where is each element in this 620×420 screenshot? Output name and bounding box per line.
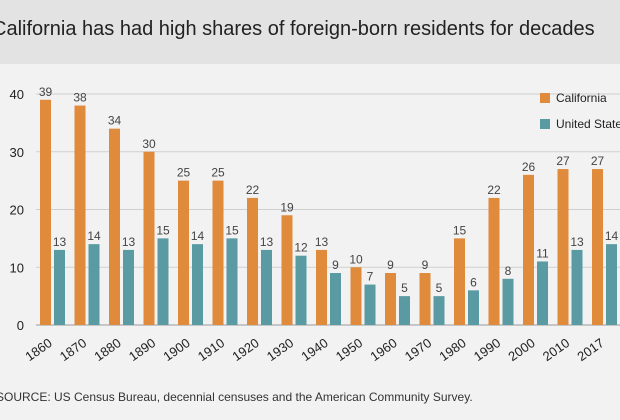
bar-united-states bbox=[399, 296, 410, 325]
bar-california bbox=[419, 273, 431, 325]
data-label: 12 bbox=[294, 241, 308, 255]
x-tick-label: 1950 bbox=[333, 335, 365, 364]
legend-label: United States bbox=[556, 117, 620, 131]
data-label: 11 bbox=[536, 246, 549, 260]
bar-california bbox=[109, 128, 120, 325]
bar-united-states bbox=[537, 261, 548, 325]
data-label: 15 bbox=[156, 223, 170, 237]
y-tick-label: 20 bbox=[10, 203, 24, 218]
data-label: 13 bbox=[122, 235, 136, 249]
bar-united-states bbox=[261, 249, 272, 325]
data-label: 25 bbox=[177, 166, 191, 180]
data-label: 25 bbox=[211, 166, 225, 180]
data-label: 9 bbox=[422, 258, 429, 272]
data-label: 15 bbox=[225, 223, 239, 237]
data-label: 22 bbox=[487, 183, 501, 197]
data-label: 13 bbox=[53, 235, 67, 249]
bar-united-states bbox=[88, 244, 100, 325]
data-label: 5 bbox=[401, 281, 408, 295]
legend-swatch bbox=[540, 119, 550, 129]
x-tick-label: 1860 bbox=[22, 335, 54, 364]
x-tick-label: 1890 bbox=[126, 335, 158, 364]
y-tick-label: 10 bbox=[10, 260, 24, 275]
data-label: 22 bbox=[246, 183, 260, 197]
x-tick-label: 1920 bbox=[229, 335, 261, 364]
bar-california bbox=[350, 267, 362, 325]
data-label: 26 bbox=[522, 160, 536, 174]
data-label: 15 bbox=[453, 223, 467, 237]
x-tick-label: 1900 bbox=[160, 335, 192, 364]
x-tick-label: 2010 bbox=[540, 335, 572, 364]
x-tick-label: 1880 bbox=[91, 335, 123, 364]
data-label: 9 bbox=[387, 258, 394, 272]
bar-united-states bbox=[123, 249, 134, 325]
bar-united-states bbox=[364, 284, 376, 325]
data-label: 14 bbox=[605, 229, 619, 243]
legend-label: California bbox=[556, 91, 607, 105]
data-label: 13 bbox=[260, 235, 274, 249]
bar-united-states bbox=[468, 290, 479, 325]
data-label: 5 bbox=[436, 281, 443, 295]
bar-united-states bbox=[295, 255, 307, 325]
x-tick-label: 2017 bbox=[574, 335, 606, 364]
source-note: SOURCE: US Census Bureau, decennial cens… bbox=[0, 390, 473, 404]
x-tick-label: 1960 bbox=[367, 335, 399, 364]
data-label: 13 bbox=[570, 235, 584, 249]
bar-california bbox=[40, 99, 51, 326]
data-label: 39 bbox=[39, 85, 53, 99]
legend-swatch bbox=[540, 93, 550, 103]
data-label: 6 bbox=[470, 275, 477, 289]
data-label: 7 bbox=[367, 270, 374, 284]
data-label: 30 bbox=[142, 137, 156, 151]
data-label: 9 bbox=[332, 258, 339, 272]
bar-california bbox=[316, 249, 327, 325]
data-label: 8 bbox=[505, 264, 512, 278]
y-tick-label: 0 bbox=[17, 318, 24, 333]
bar-united-states bbox=[226, 238, 238, 325]
x-tick-label: 2000 bbox=[505, 335, 537, 364]
bar-california bbox=[247, 197, 258, 325]
bar-chart: 0 10 20 30 40 39 13 1860 38 14 1870 34 13 1880 30 15 189… bbox=[10, 85, 620, 364]
chart-title: California has had high shares of foreig… bbox=[0, 18, 595, 40]
bar-california bbox=[454, 238, 465, 325]
bar-california bbox=[523, 174, 534, 325]
bar-united-states bbox=[54, 249, 65, 325]
data-label: 38 bbox=[73, 91, 87, 105]
bar-united-states bbox=[433, 296, 445, 325]
bar-california bbox=[488, 197, 500, 325]
bar-united-states bbox=[192, 244, 203, 325]
x-tick-label: 1910 bbox=[195, 335, 227, 364]
x-tick-label: 1870 bbox=[57, 335, 89, 364]
bar-united-states bbox=[606, 244, 617, 325]
bar-california bbox=[74, 105, 86, 325]
bar-united-states bbox=[157, 238, 169, 325]
x-tick-label: 1940 bbox=[298, 335, 330, 364]
data-label: 34 bbox=[108, 114, 122, 128]
bar-united-states bbox=[330, 273, 341, 325]
y-tick-label: 30 bbox=[10, 145, 24, 160]
bar-california bbox=[143, 151, 155, 325]
bar-california bbox=[592, 169, 603, 325]
data-label: 14 bbox=[191, 229, 205, 243]
title-bar: California has had high shares of foreig… bbox=[0, 0, 620, 64]
x-tick-label: 1990 bbox=[471, 335, 503, 364]
data-label: 19 bbox=[280, 200, 294, 214]
y-tick-label: 40 bbox=[10, 87, 24, 102]
data-label: 27 bbox=[591, 154, 605, 168]
data-label: 13 bbox=[315, 235, 329, 249]
x-tick-label: 1930 bbox=[264, 335, 296, 364]
bar-united-states bbox=[571, 249, 583, 325]
x-tick-label: 1970 bbox=[402, 335, 434, 364]
bar-california bbox=[385, 273, 396, 325]
data-label: 14 bbox=[87, 229, 101, 243]
data-label: 27 bbox=[556, 154, 570, 168]
bar-california bbox=[281, 215, 293, 325]
bar-california bbox=[178, 180, 189, 325]
bar-california bbox=[212, 180, 224, 325]
bar-united-states bbox=[502, 278, 514, 325]
bar-california bbox=[557, 169, 569, 325]
data-label: 10 bbox=[349, 252, 363, 266]
x-tick-label: 1980 bbox=[436, 335, 468, 364]
